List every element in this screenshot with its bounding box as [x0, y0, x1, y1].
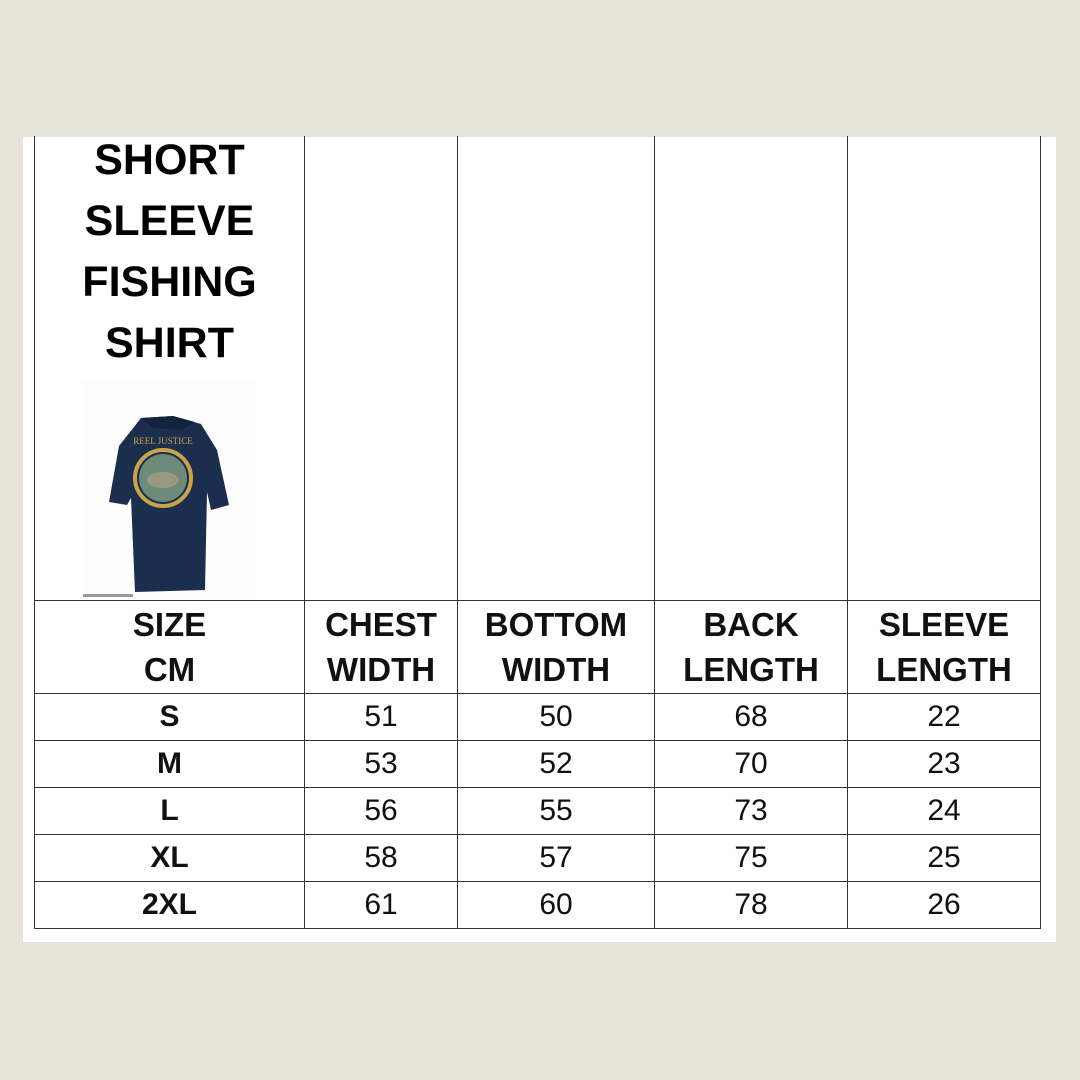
- measurement-cell: 24: [847, 787, 1041, 835]
- measurement-cell: 68: [654, 693, 848, 741]
- size-cell: 2XL: [34, 881, 305, 929]
- title-row: SHORT SLEEVE FISHING SHIRT REEL JUSTICE: [34, 136, 1041, 601]
- title-line: SHIRT: [105, 319, 234, 367]
- table-row: S 51 50 68 22: [34, 693, 1041, 741]
- measurement-cell: 53: [304, 740, 458, 788]
- measurement-cell: 75: [654, 834, 848, 882]
- measurement-cell: 57: [457, 834, 655, 882]
- measurement-cell: 56: [304, 787, 458, 835]
- table-row: XL 58 57 75 25: [34, 834, 1041, 882]
- size-chart-table: SHORT SLEEVE FISHING SHIRT REEL JUSTICE …: [34, 136, 1041, 929]
- empty-cell: [457, 136, 655, 601]
- title-line: SLEEVE: [84, 197, 255, 245]
- header-back-length: BACK LENGTH: [654, 600, 848, 694]
- header-row: SIZE CM CHEST WIDTH BOTTOM WIDTH BACK LENGTH…: [34, 600, 1041, 694]
- product-title: SHORT SLEEVE FISHING SHIRT: [35, 130, 304, 374]
- shirt-logo-text: REEL JUSTICE: [133, 436, 193, 446]
- shirt-back-image: REEL JUSTICE: [83, 380, 255, 600]
- header-line: SIZE: [132, 606, 207, 643]
- measurement-cell: 25: [847, 834, 1041, 882]
- header-line: SLEEVE: [878, 606, 1010, 643]
- table-row: M 53 52 70 23: [34, 740, 1041, 788]
- measurement-cell: 23: [847, 740, 1041, 788]
- header-bottom-width: BOTTOM WIDTH: [457, 600, 655, 694]
- measurement-cell: 73: [654, 787, 848, 835]
- header-line: WIDTH: [326, 651, 436, 688]
- measurement-cell: 51: [304, 693, 458, 741]
- header-line: CHEST: [325, 606, 437, 643]
- empty-cell: [847, 136, 1041, 601]
- empty-cell: [304, 136, 458, 601]
- header-chest-width: CHEST WIDTH: [304, 600, 458, 694]
- table-row: L 56 55 73 24: [34, 787, 1041, 835]
- header-line: WIDTH: [501, 651, 611, 688]
- header-sleeve-length: SLEEVE LENGTH: [847, 600, 1041, 694]
- header-size: SIZE CM: [34, 600, 305, 694]
- measurement-cell: 70: [654, 740, 848, 788]
- size-cell: XL: [34, 834, 305, 882]
- header-line: LENGTH: [876, 651, 1012, 688]
- measurement-cell: 26: [847, 881, 1041, 929]
- title-line: FISHING: [82, 258, 257, 306]
- size-cell: L: [34, 787, 305, 835]
- size-cell: M: [34, 740, 305, 788]
- measurement-cell: 22: [847, 693, 1041, 741]
- size-cell: S: [34, 693, 305, 741]
- header-line: BOTTOM: [484, 606, 628, 643]
- measurement-cell: 50: [457, 693, 655, 741]
- header-line: CM: [143, 651, 196, 688]
- size-chart-card: SHORT SLEEVE FISHING SHIRT REEL JUSTICE …: [23, 136, 1056, 942]
- empty-cell: [654, 136, 848, 601]
- measurement-cell: 60: [457, 881, 655, 929]
- measurement-cell: 52: [457, 740, 655, 788]
- title-cell: SHORT SLEEVE FISHING SHIRT REEL JUSTICE: [34, 136, 305, 601]
- measurement-cell: 55: [457, 787, 655, 835]
- header-line: BACK: [703, 606, 799, 643]
- header-line: LENGTH: [683, 651, 819, 688]
- table-row: 2XL 61 60 78 26: [34, 881, 1041, 929]
- measurement-cell: 61: [304, 881, 458, 929]
- measurement-cell: 58: [304, 834, 458, 882]
- title-line: SHORT: [94, 136, 245, 184]
- measurement-cell: 78: [654, 881, 848, 929]
